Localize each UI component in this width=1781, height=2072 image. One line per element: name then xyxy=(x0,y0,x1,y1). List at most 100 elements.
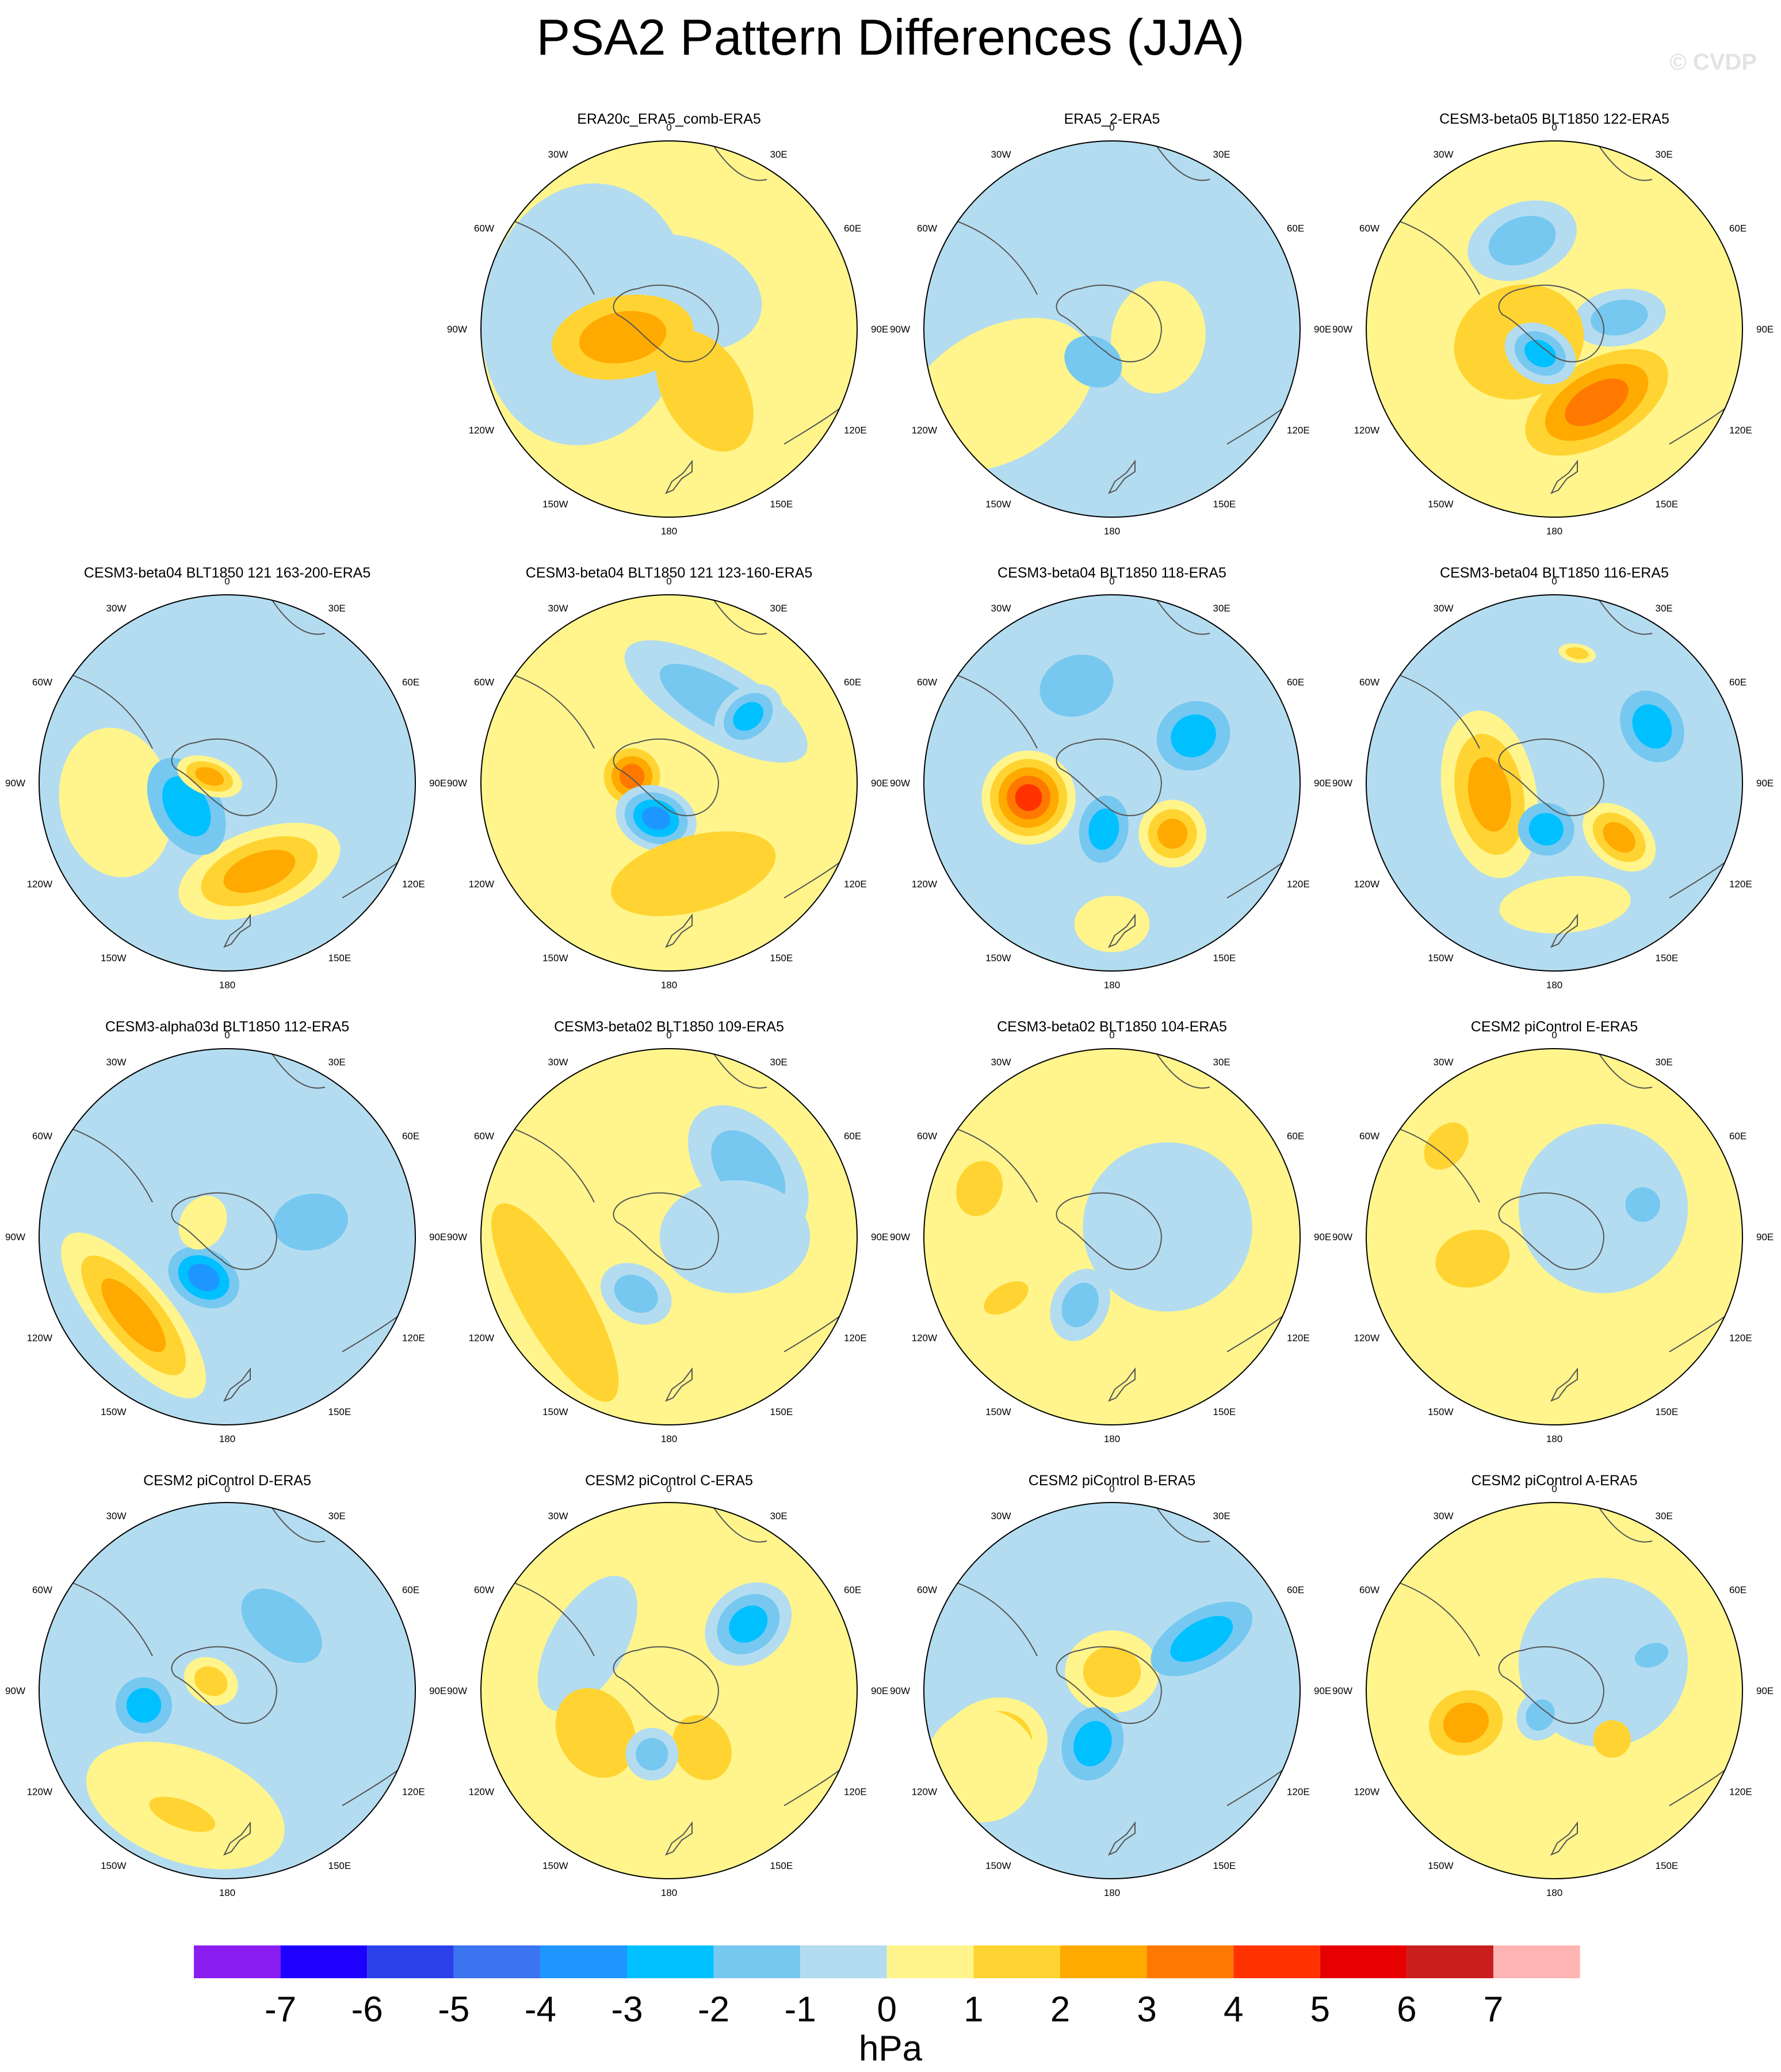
map-boundary xyxy=(39,594,416,972)
longitude-label: 60W xyxy=(474,223,494,234)
longitude-label: 120W xyxy=(1354,425,1379,436)
longitude-label: 90W xyxy=(1332,778,1352,789)
contour-band xyxy=(1625,1187,1660,1222)
contour-band xyxy=(1111,281,1206,393)
map-boundary xyxy=(923,1502,1301,1879)
longitude-label: 30E xyxy=(328,1057,346,1068)
colorbar-tick-label: -1 xyxy=(785,1990,816,2029)
longitude-label: 30W xyxy=(106,603,127,614)
colorbar-swatch xyxy=(886,1945,974,1978)
contour-band xyxy=(1435,1229,1510,1288)
contour-band xyxy=(659,1180,811,1294)
longitude-label: 30E xyxy=(1213,1511,1230,1521)
new-zealand-coastline xyxy=(1550,460,1578,494)
new-zealand-coastline xyxy=(664,460,693,494)
contour-band xyxy=(188,1263,220,1291)
longitude-label: 150E xyxy=(1656,499,1679,510)
longitude-label: 30E xyxy=(328,1511,346,1521)
colorbar-tick-label: 0 xyxy=(877,1990,897,2029)
panel-title: CESM3-beta04 BLT1850 118-ERA5 xyxy=(997,565,1226,581)
longitude-label: 180 xyxy=(1104,980,1120,991)
map-boundary xyxy=(1366,1502,1743,1879)
panel-title: CESM3-beta04 BLT1850 121 163-200-ERA5 xyxy=(84,565,370,581)
longitude-label: 0 xyxy=(1109,1484,1114,1494)
contour-band xyxy=(126,1688,162,1723)
longitude-label: 30W xyxy=(548,149,568,160)
longitude-label: 60E xyxy=(1287,1131,1304,1142)
longitude-label: 90E xyxy=(1314,1685,1331,1696)
antarctica-coastline xyxy=(1498,738,1604,816)
new-zealand-coastline xyxy=(664,1367,693,1402)
longitude-label: 30W xyxy=(106,1511,127,1521)
contour-band xyxy=(1590,300,1648,336)
contour-band xyxy=(1443,1702,1489,1743)
colorbar-tick-label: -7 xyxy=(265,1990,296,2029)
longitude-label: 0 xyxy=(1109,576,1114,587)
contour-band xyxy=(1499,876,1631,934)
longitude-label: 30W xyxy=(991,603,1011,614)
map-boundary xyxy=(1366,594,1743,972)
longitude-label: 60E xyxy=(844,1585,861,1596)
contour-band xyxy=(1593,1720,1631,1758)
map-background xyxy=(1366,595,1742,971)
longitude-label: 150E xyxy=(770,1860,793,1871)
antarctica-coastline xyxy=(613,1646,719,1724)
antarctica-coastline xyxy=(1056,1646,1162,1724)
longitude-label: 150W xyxy=(985,953,1011,964)
longitude-label: 30E xyxy=(1213,1057,1230,1068)
longitude-label: 90E xyxy=(1756,1232,1774,1243)
contour-band xyxy=(619,763,645,789)
colorbar-swatch xyxy=(1146,1945,1234,1978)
longitude-label: 30W xyxy=(991,149,1011,160)
longitude-label: 90E xyxy=(871,1685,888,1696)
panel-title: CESM3-alpha03d BLT1850 112-ERA5 xyxy=(105,1019,349,1035)
colorbar-swatch xyxy=(1407,1945,1493,1978)
longitude-label: 90W xyxy=(447,1232,467,1243)
longitude-label: 30W xyxy=(1434,603,1454,614)
longitude-label: 60E xyxy=(844,1131,861,1142)
new-zealand-coastline xyxy=(1107,913,1136,948)
contour-band xyxy=(1157,819,1188,849)
contour-band xyxy=(1526,1699,1555,1731)
longitude-label: 30W xyxy=(1434,149,1454,160)
longitude-label: 30W xyxy=(991,1057,1011,1068)
longitude-label: 150W xyxy=(101,1860,126,1871)
longitude-label: 30W xyxy=(548,1057,568,1068)
longitude-label: 90E xyxy=(1756,1685,1774,1696)
longitude-label: 30W xyxy=(548,603,568,614)
longitude-label: 30W xyxy=(991,1511,1011,1521)
longitude-label: 120E xyxy=(402,1787,425,1798)
antarctica-coastline xyxy=(1056,738,1162,816)
longitude-label: 120W xyxy=(469,1787,494,1798)
colorbar-tick-label: 2 xyxy=(1050,1990,1070,2029)
map-boundary xyxy=(480,1502,858,1879)
longitude-label: 60E xyxy=(402,677,419,688)
antarctica-coastline xyxy=(171,738,277,816)
longitude-label: 150W xyxy=(542,953,568,964)
antarctica-coastline xyxy=(613,738,719,816)
longitude-label: 90E xyxy=(429,778,446,789)
longitude-label: 60E xyxy=(1729,1585,1746,1596)
longitude-label: 180 xyxy=(1104,526,1120,537)
longitude-label: 180 xyxy=(1546,1887,1562,1898)
longitude-label: 30W xyxy=(106,1057,127,1068)
longitude-label: 120E xyxy=(844,425,867,436)
contour-band xyxy=(1634,1642,1669,1668)
new-zealand-coastline xyxy=(1107,1821,1136,1856)
longitude-label: 150E xyxy=(770,953,793,964)
longitude-label: 120E xyxy=(1287,1787,1310,1798)
contour-band xyxy=(614,1275,658,1313)
colorbar: -7 -6 -5 -4 -3 -2 -1 0 1 2 3 4 5 6 7 hPa xyxy=(194,1945,1580,2069)
contour-band xyxy=(195,767,224,786)
colorbar-swatch xyxy=(1233,1945,1320,1978)
longitude-label: 180 xyxy=(1546,1433,1562,1444)
longitude-label: 30E xyxy=(1656,603,1673,614)
longitude-label: 120W xyxy=(469,425,494,436)
longitude-label: 30E xyxy=(770,1511,788,1521)
